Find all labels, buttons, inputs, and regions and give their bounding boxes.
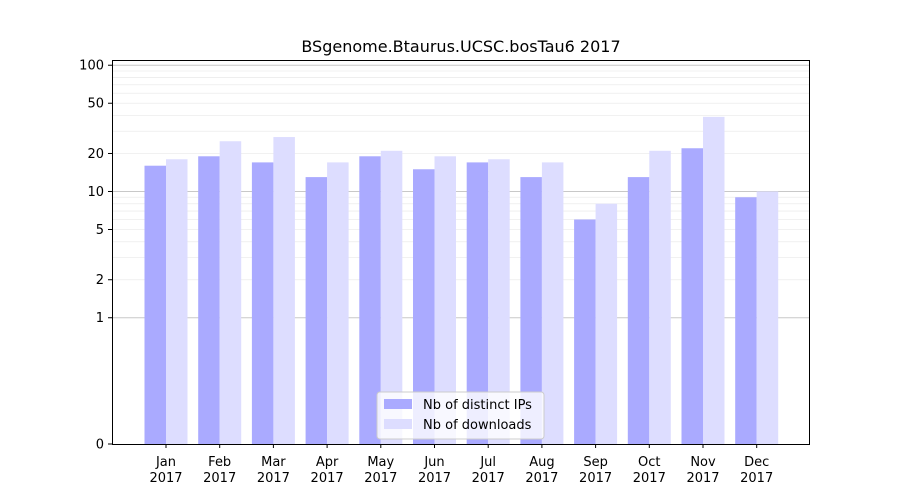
- bar-downloads: [595, 203, 618, 444]
- bar-ips: [520, 177, 542, 445]
- y-tick-label: 0: [96, 438, 104, 453]
- x-tick-label-year: 2017: [311, 471, 344, 486]
- x-tick-label-month: Feb: [208, 455, 231, 470]
- x-tick-label-year: 2017: [633, 471, 666, 486]
- legend-swatch: [384, 399, 412, 409]
- bar-ips: [735, 197, 757, 444]
- y-tick-label: 5: [96, 223, 104, 238]
- bar-downloads: [380, 150, 403, 444]
- plot-frame: [112, 60, 810, 445]
- bar-ips: [574, 219, 596, 444]
- bar-ips: [466, 162, 489, 444]
- y-tick-label: 10: [87, 185, 104, 200]
- y-tick-label: 100: [79, 59, 104, 74]
- x-tick-label-year: 2017: [686, 471, 719, 486]
- legend: Nb of distinct IPs Nb of downloads: [376, 391, 545, 440]
- y-tick-label: 2: [96, 273, 104, 288]
- x-tick-label-month: Oct: [638, 455, 660, 470]
- bar-ips: [305, 177, 328, 445]
- legend-box: [376, 391, 545, 440]
- bar-downloads: [541, 162, 564, 444]
- x-tick-label-year: 2017: [257, 471, 290, 486]
- x-tick-label-year: 2017: [740, 471, 773, 486]
- bar-ips: [198, 156, 220, 444]
- legend-swatch: [384, 419, 412, 429]
- y-tick-label: 1: [96, 311, 104, 326]
- bar-downloads: [756, 191, 779, 444]
- x-tick-label-year: 2017: [364, 471, 397, 486]
- y-tick-label: 20: [87, 147, 104, 162]
- x-tick-label-year: 2017: [203, 471, 236, 486]
- x-tick-label-month: Jun: [423, 455, 444, 470]
- bar-ips: [413, 169, 435, 444]
- x-tick-label-year: 2017: [149, 471, 182, 486]
- bar-ips: [681, 148, 703, 444]
- x-tick-label-month: Jan: [155, 455, 176, 470]
- x-tick-label-year: 2017: [579, 471, 612, 486]
- y-axis: 0 1 2 5 10 20 50 100: [79, 59, 112, 453]
- bar-downloads: [273, 137, 295, 444]
- bar-downloads: [219, 141, 242, 444]
- x-tick-label-month: Nov: [690, 455, 716, 470]
- x-tick-label-year: 2017: [525, 471, 558, 486]
- x-tick-label-month: Sep: [583, 455, 608, 470]
- x-tick-label-month: Mar: [261, 455, 286, 470]
- bar-downloads: [488, 159, 510, 445]
- bar-ips: [251, 162, 274, 444]
- bar-downloads: [434, 156, 456, 444]
- legend-label: Nb of distinct IPs: [423, 398, 532, 413]
- x-tick-label-month: Aug: [529, 455, 554, 470]
- bar-downloads: [703, 116, 725, 445]
- bar-downloads: [327, 162, 349, 444]
- bar-ips: [627, 177, 650, 445]
- x-tick-label-month: Apr: [316, 455, 339, 470]
- x-tick-label-year: 2017: [472, 471, 505, 486]
- bar-downloads: [166, 159, 188, 445]
- x-tick-label-month: Jul: [479, 455, 496, 470]
- x-tick-label-month: Dec: [744, 455, 769, 470]
- x-tick-label-year: 2017: [418, 471, 451, 486]
- bar-downloads: [649, 150, 671, 444]
- x-tick-label-month: May: [367, 455, 394, 470]
- bar-ips: [359, 156, 381, 444]
- y-tick-label: 50: [87, 97, 104, 112]
- x-axis: Jan2017Feb2017Mar2017Apr2017May2017Jun20…: [149, 444, 773, 486]
- legend-label: Nb of downloads: [423, 418, 532, 433]
- bars: [144, 116, 779, 445]
- bar-ips: [144, 165, 166, 444]
- chart-title: BSgenome.Btaurus.UCSC.bosTau6 2017: [301, 37, 620, 56]
